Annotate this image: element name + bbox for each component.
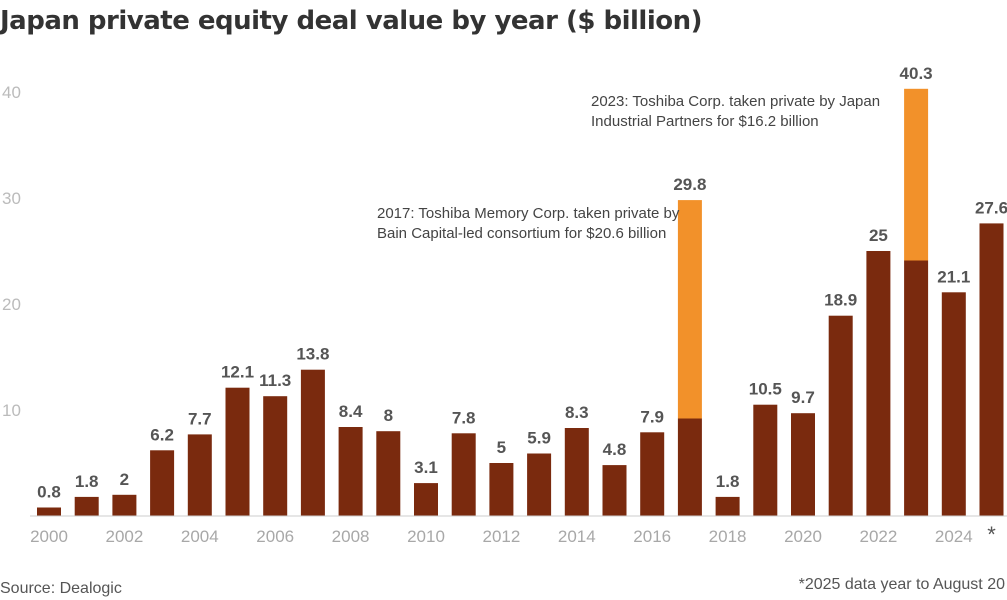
value-label: 5 — [497, 438, 506, 457]
value-label: 11.3 — [259, 371, 291, 390]
bar-2013 — [527, 453, 552, 516]
x-axis-ticks: 2000 2002 2004 2006 2008 2010 2012 2014 2016 2018… — [30, 522, 996, 547]
value-label: 29.8 — [673, 175, 706, 194]
y-tick-label: 10 — [2, 401, 21, 420]
y-tick-label: 40 — [2, 83, 21, 102]
bar-2016 — [640, 432, 665, 516]
value-label: 1.8 — [75, 472, 99, 491]
value-label: 8 — [384, 406, 393, 425]
chart-title: Japan private equity deal value by year … — [0, 6, 703, 36]
bar-2002 — [112, 494, 137, 516]
value-label: 27.6 — [975, 198, 1007, 217]
value-label: 1.8 — [716, 472, 740, 491]
bar-2001 — [74, 496, 99, 516]
bar-2014 — [564, 428, 589, 516]
y-axis-ticks: 10 20 30 40 — [2, 83, 21, 420]
bar-2018 — [715, 496, 740, 516]
bar-2004 — [187, 434, 212, 516]
value-label: 4.8 — [603, 440, 627, 459]
bar-2017-toshiba-segment — [677, 200, 702, 419]
bar-2025 — [979, 223, 1004, 516]
bar-2017 — [677, 418, 702, 516]
value-label: 8.4 — [339, 402, 363, 421]
value-label: 5.9 — [527, 429, 551, 448]
value-label: 18.9 — [824, 291, 857, 310]
x-tick-label: 2022 — [859, 527, 897, 546]
source-note: Source: Dealogic — [0, 580, 122, 597]
bar-chart: 10 20 30 40 0.8 1.8 2 6.2 7.7 12.1 11.3 13.8 8.4 8 3.… — [2, 64, 1007, 547]
y-tick-label: 20 — [2, 295, 21, 314]
annotations: 2017: Toshiba Memory Corp. taken private… — [377, 93, 880, 242]
value-label: 6.2 — [150, 425, 174, 444]
value-label: 40.3 — [900, 64, 933, 83]
bar-2000 — [37, 507, 61, 516]
x-tick-label: 2014 — [558, 527, 596, 546]
value-label: 3.1 — [414, 458, 438, 477]
value-label: 8.3 — [565, 403, 589, 422]
bar-2020 — [791, 413, 815, 516]
bar-2019 — [753, 404, 778, 516]
value-label: 7.8 — [452, 408, 476, 427]
x-tick-label: 2002 — [105, 527, 143, 546]
annotation-2023-line: Industrial Partners for $16.2 billion — [591, 113, 819, 130]
y-tick-label: 30 — [2, 189, 21, 208]
x-tick-label: 2018 — [709, 527, 747, 546]
bar-2023 — [904, 260, 929, 516]
bar-2009 — [376, 431, 401, 516]
x-tick-label: 2008 — [332, 527, 370, 546]
bar-2012 — [489, 463, 514, 516]
bar-2008 — [338, 427, 363, 516]
annotation-2017-line: 2017: Toshiba Memory Corp. taken private… — [377, 205, 680, 222]
x-tick-label: 2006 — [256, 527, 294, 546]
bar-2024 — [941, 292, 966, 516]
x-tick-label: 2016 — [633, 527, 671, 546]
value-label: 2 — [120, 470, 129, 489]
bar-2023-toshiba-segment — [904, 88, 929, 261]
annotation-2023-line: 2023: Toshiba Corp. taken private by Jap… — [591, 93, 880, 110]
annotation-2017-line: Bain Capital-led consortium for $20.6 bi… — [377, 225, 666, 242]
value-label: 7.7 — [188, 409, 212, 428]
x-tick-label: 2010 — [407, 527, 445, 546]
bar-2011 — [451, 433, 476, 516]
x-tick-label: 2012 — [482, 527, 520, 546]
value-label: 0.8 — [37, 483, 61, 502]
bar-2003 — [150, 450, 175, 516]
bar-2022 — [866, 251, 891, 516]
value-label: 21.1 — [937, 267, 970, 286]
bar-2015 — [602, 465, 627, 516]
x-tick-label: 2020 — [784, 527, 822, 546]
bar-2007 — [300, 369, 325, 516]
x-tick-label: 2024 — [935, 527, 973, 546]
value-label: 7.9 — [640, 407, 664, 426]
footnote: *2025 data year to August 20 — [798, 576, 1005, 593]
bar-2006 — [263, 396, 288, 516]
bar-2005 — [225, 387, 250, 516]
bar-2010 — [414, 483, 438, 516]
value-label: 12.1 — [221, 363, 254, 382]
x-tick-label: 2004 — [181, 527, 219, 546]
value-label: 10.5 — [749, 380, 782, 399]
value-label: 9.7 — [791, 388, 815, 407]
value-labels: 0.8 1.8 2 6.2 7.7 12.1 11.3 13.8 8.4 8 3.1 7.8 5 5.9 8… — [37, 64, 1007, 502]
value-label: 13.8 — [296, 345, 329, 364]
bars — [37, 88, 1004, 516]
x-tick-label: 2000 — [30, 527, 68, 546]
bar-2021 — [828, 315, 853, 516]
x-tick-label: * — [987, 522, 996, 547]
value-label: 25 — [869, 226, 888, 245]
